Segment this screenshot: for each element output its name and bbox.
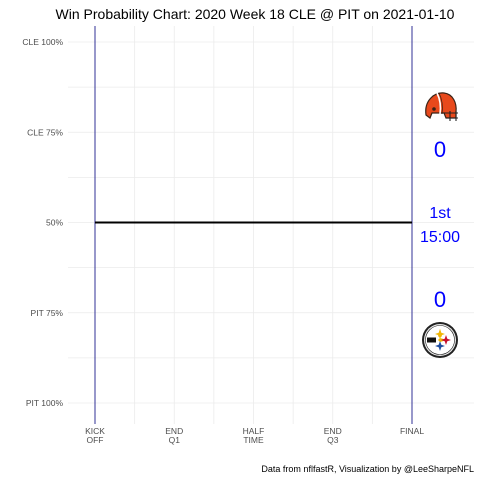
y-tick-label: CLE 75% [27,127,63,137]
y-axis-ticks: CLE 100% CLE 75% 50% PIT 75% PIT 100% [22,37,63,408]
game-quarter: 1st [429,205,451,222]
home-score: 0 [434,287,446,312]
x-axis-ticks: KICK OFF END Q1 HALF TIME END Q3 FINAL [85,426,424,445]
x-tick-label: KICK OFF [85,426,105,445]
cleveland-browns-helmet-icon [425,92,458,121]
pittsburgh-steelers-logo-icon [422,322,458,358]
x-tick-label: HALF TIME [243,426,265,445]
game-clock: 15:00 [420,229,460,246]
x-tick-label: END Q1 [165,426,183,445]
grid-layer [68,26,474,424]
y-tick-label: PIT 100% [26,398,64,408]
boundary-lines [94,26,413,424]
away-score: 0 [434,137,446,162]
y-tick-label: PIT 75% [31,308,64,318]
y-tick-label: CLE 100% [22,37,63,47]
x-tick-label: END Q3 [324,426,342,445]
y-tick-label: 50% [46,218,63,228]
chart-caption: Data from nflfastR, Visualization by @Le… [261,464,474,474]
chart-title: Win Probability Chart: 2020 Week 18 CLE … [56,6,455,22]
x-tick-label: FINAL [400,426,424,436]
